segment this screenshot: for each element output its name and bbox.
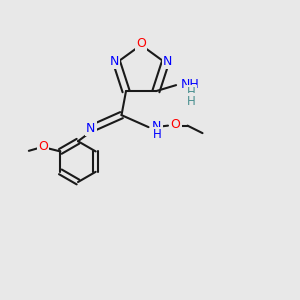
Text: H: H [187, 94, 196, 107]
Text: N: N [163, 55, 172, 68]
Text: NH: NH [181, 78, 200, 91]
Text: O: O [38, 140, 48, 153]
Text: H: H [187, 86, 196, 99]
Text: O: O [136, 37, 146, 50]
Text: N: N [86, 122, 96, 135]
Text: H: H [152, 128, 161, 141]
Text: N: N [152, 120, 161, 133]
Text: O: O [170, 118, 180, 131]
Text: N: N [110, 55, 119, 68]
